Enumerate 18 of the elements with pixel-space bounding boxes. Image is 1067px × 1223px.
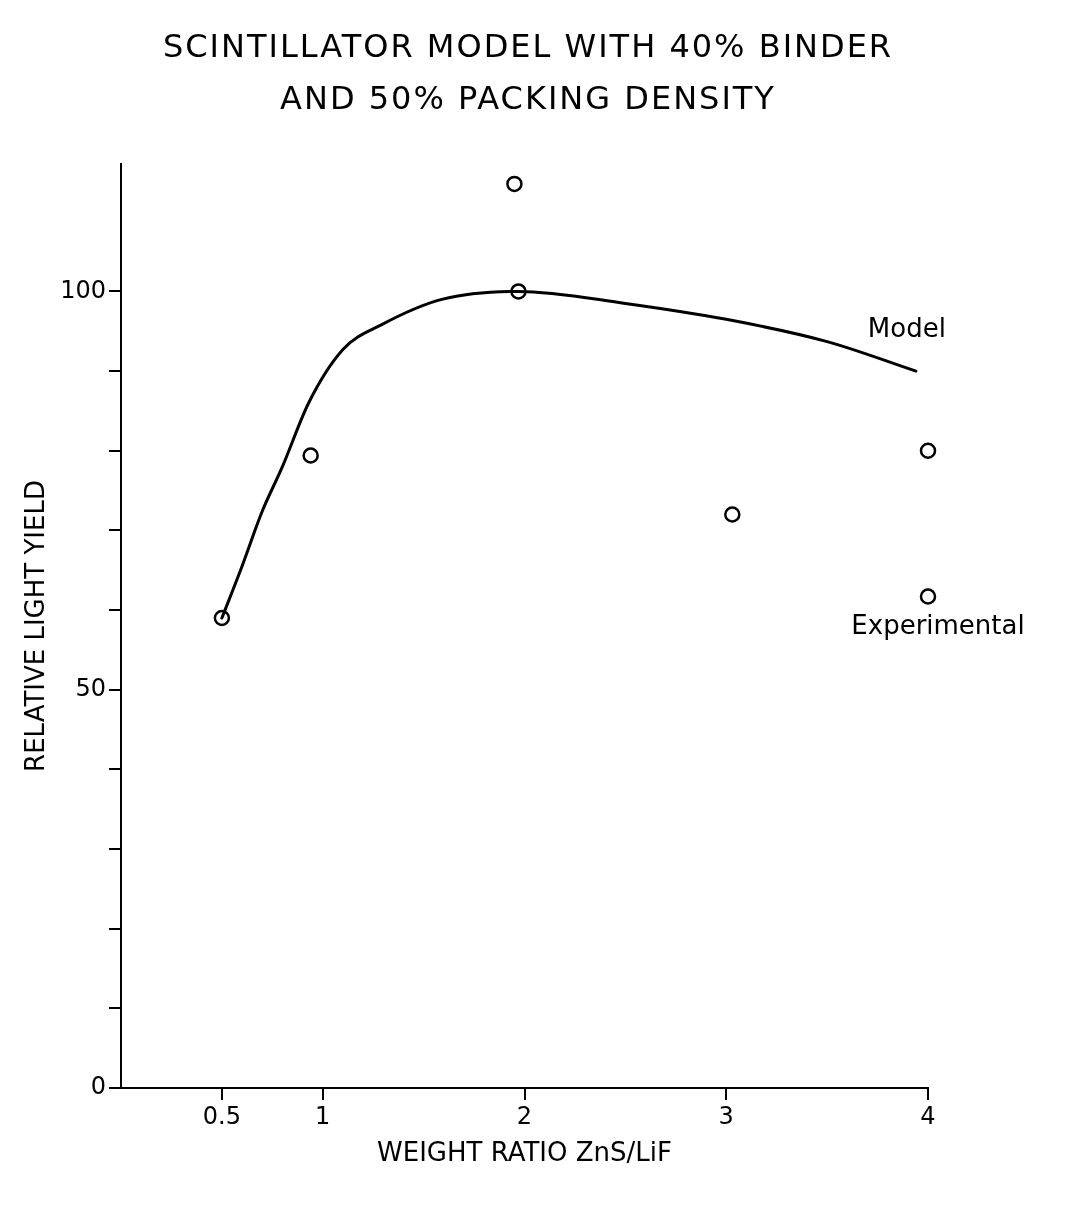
y-tick-label: 50 <box>75 673 107 702</box>
x-tick-label: 4 <box>920 1101 936 1130</box>
chart-title: SCINTILLATOR MODEL WITH 40% BINDER AND 50% PACKING DENSITY <box>161 26 895 119</box>
point <box>919 442 937 460</box>
y-tick-label: 0 <box>90 1072 107 1101</box>
x-tick-label: 2 <box>516 1101 533 1130</box>
x-tick-label: 1 <box>315 1101 331 1130</box>
y-tick-label: 100 <box>60 275 107 304</box>
x-tick-label: 3 <box>718 1101 734 1130</box>
point <box>724 506 741 523</box>
series-label: Model <box>867 312 946 343</box>
x-tick-label: 0.5 <box>202 1101 241 1130</box>
y-axis-title: RELATIVE LIGHT YIELD <box>20 480 51 772</box>
point <box>506 175 523 193</box>
point <box>919 588 937 605</box>
series-label: Experimental <box>851 610 1025 641</box>
point <box>302 447 319 464</box>
x-axis-title: WEIGHT RATIO ZnS/LiF <box>377 1137 672 1168</box>
